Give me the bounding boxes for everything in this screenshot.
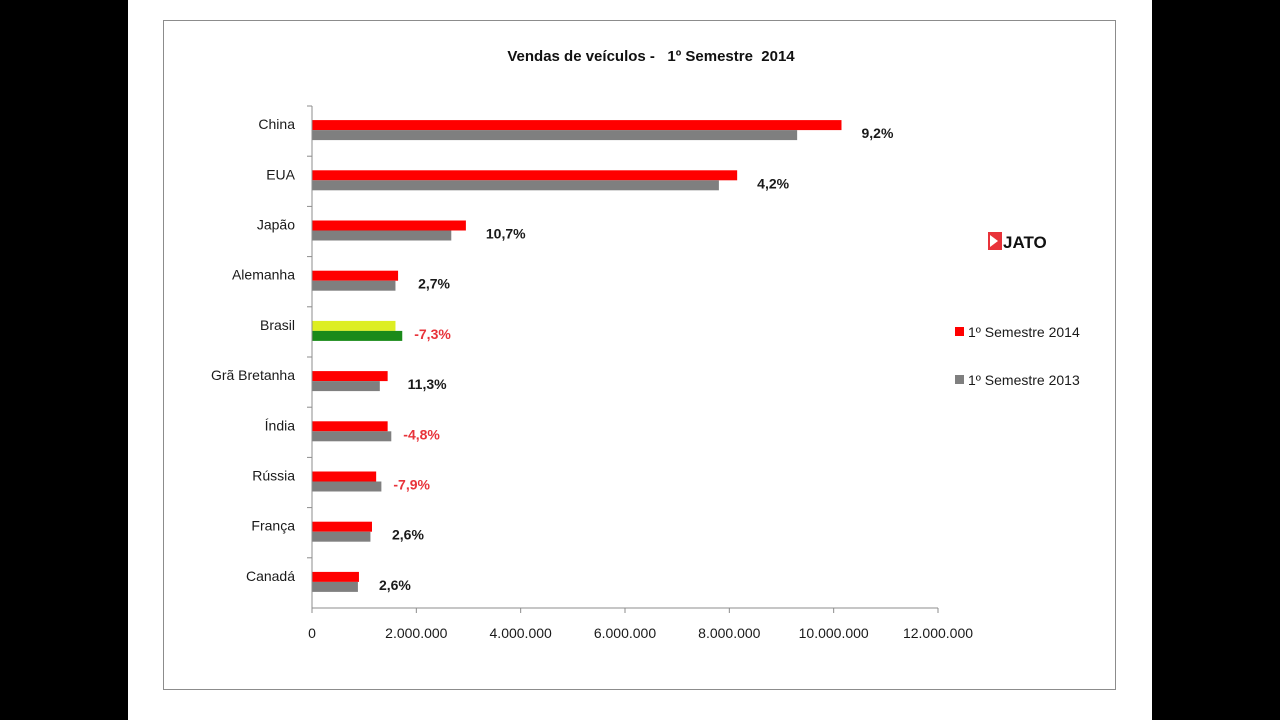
x-tick-label: 0 — [308, 625, 316, 641]
axes-layer: 0 2.000.000 4.000.000 6.000.000 8.000.000 10.… — [307, 105, 973, 641]
change-label-india: -4,8% — [403, 426, 440, 442]
change-label-japao: 10,7% — [486, 226, 526, 242]
jato-logo: JATO — [988, 232, 1047, 252]
category-label-japao: Japão — [257, 217, 295, 233]
bar-india-2014 — [312, 421, 388, 432]
x-tick-label: 2.000.000 — [385, 625, 447, 641]
x-tick-label: 4.000.000 — [490, 625, 552, 641]
bars-layer — [312, 120, 842, 592]
bar-franca-2014 — [312, 521, 372, 532]
change-label-gra-bretanha: 11,3% — [408, 376, 447, 392]
bar-alemanha-2014 — [312, 270, 399, 281]
chart-title: Vendas de veículos - 1º Semestre 2014 — [507, 48, 795, 65]
jato-logo-text: JATO — [1003, 233, 1047, 252]
category-label-china: China — [258, 116, 295, 132]
bar-brasil-2013 — [312, 330, 403, 341]
category-label-alemanha: Alemanha — [232, 267, 295, 283]
bar-russia-2014 — [312, 471, 377, 482]
legend-swatch-2014 — [955, 327, 964, 336]
category-label-canada: Canadá — [246, 568, 295, 584]
change-label-china: 9,2% — [861, 125, 893, 141]
change-label-alemanha: 2,7% — [418, 276, 450, 292]
bar-india-2013 — [312, 431, 392, 442]
category-label-eua: EUA — [266, 166, 295, 182]
bar-eua-2013 — [312, 180, 719, 191]
bar-canada-2014 — [312, 571, 359, 582]
category-label-russia: Rússia — [252, 468, 295, 484]
bar-eua-2014 — [312, 170, 738, 181]
bar-japao-2013 — [312, 230, 452, 241]
bar-japao-2014 — [312, 220, 466, 231]
bar-canada-2013 — [312, 581, 358, 592]
jato-logo-arrow-icon — [990, 235, 998, 247]
bar-gra-bretanha-2014 — [312, 371, 388, 382]
x-tick-label: 10.000.000 — [799, 625, 869, 641]
category-label-franca: França — [251, 518, 295, 534]
bar-russia-2013 — [312, 481, 382, 492]
legend-swatch-2013 — [955, 375, 964, 384]
bar-china-2014 — [312, 120, 842, 131]
category-label-gra-bretanha: Grã Bretanha — [211, 367, 295, 383]
category-label-india: Índia — [265, 417, 296, 433]
legend-label-2014: 1º Semestre 2014 — [968, 324, 1080, 340]
change-label-eua: 4,2% — [757, 175, 789, 191]
change-label-brasil: -7,3% — [414, 326, 451, 342]
change-label-franca: 2,6% — [392, 527, 424, 543]
bar-franca-2013 — [312, 531, 371, 542]
legend-label-2013: 1º Semestre 2013 — [968, 372, 1080, 388]
change-label-canada: 2,6% — [379, 577, 411, 593]
legend: 1º Semestre 2014 1º Semestre 2013 — [955, 324, 1080, 388]
bar-china-2013 — [312, 130, 798, 141]
x-tick-label: 8.000.000 — [698, 625, 760, 641]
labels-layer: China 9,2% EUA 4,2% Japão 10,7% Alemanha 2,7% Br… — [211, 116, 894, 593]
bar-brasil-2014 — [312, 320, 396, 331]
bar-alemanha-2013 — [312, 280, 396, 291]
change-label-russia: -7,9% — [393, 477, 430, 493]
x-tick-label: 12.000.000 — [903, 625, 973, 641]
category-label-brasil: Brasil — [260, 317, 295, 333]
bar-gra-bretanha-2013 — [312, 381, 380, 392]
x-tick-label: 6.000.000 — [594, 625, 656, 641]
